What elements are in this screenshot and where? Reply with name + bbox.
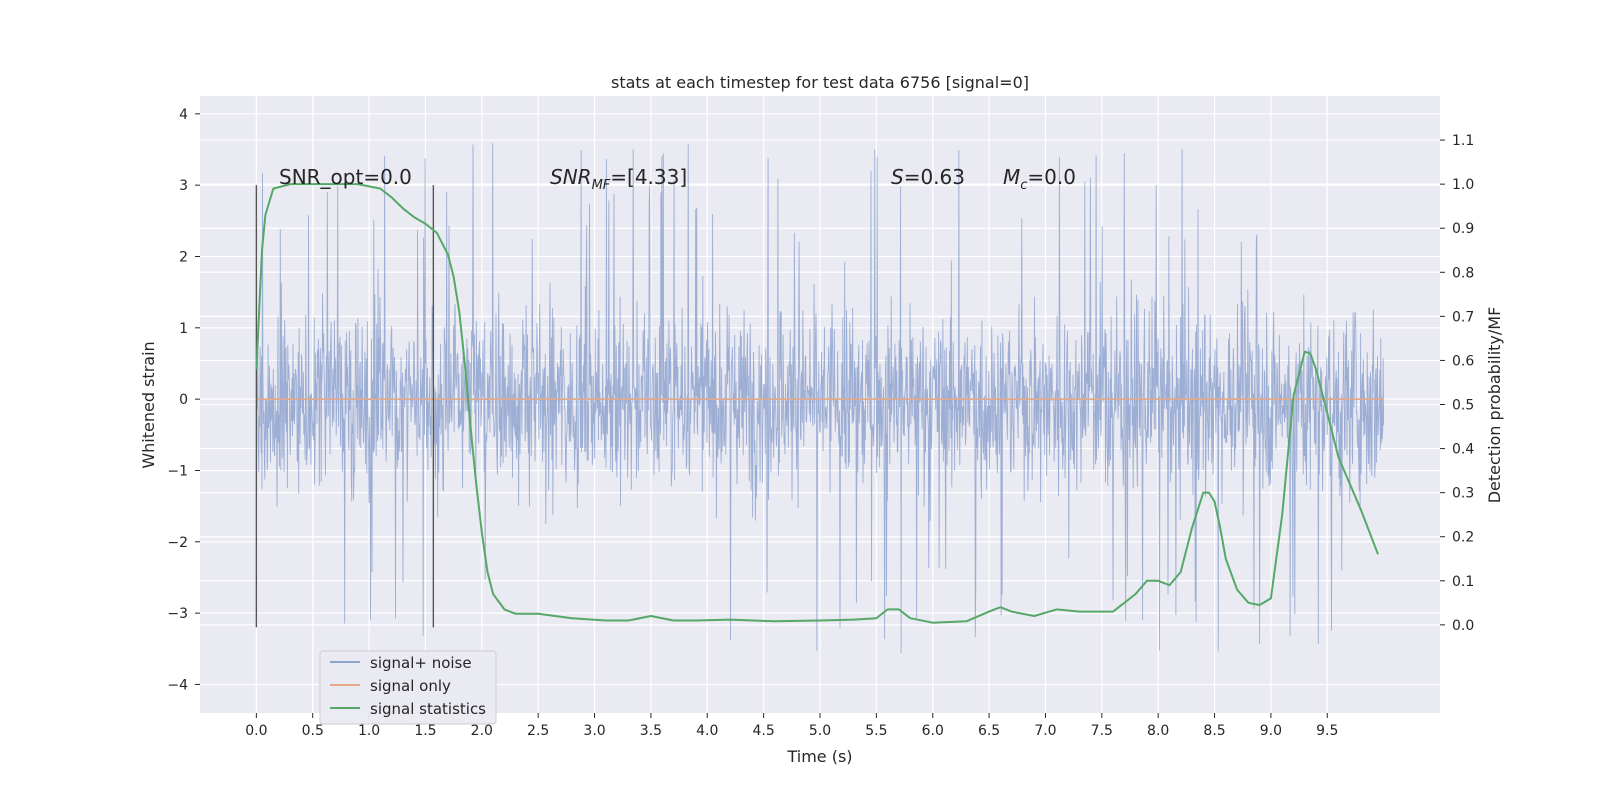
series-signal-statistics	[255, 183, 1379, 624]
y-tick-label-right: 0.1	[1452, 574, 1474, 590]
x-tick-label: 1.5	[414, 723, 436, 739]
legend-box	[319, 650, 497, 725]
x-tick-label: 5.5	[865, 723, 887, 739]
x-tick-label: 8.5	[1203, 723, 1225, 739]
x-tick-label: 9.0	[1260, 723, 1282, 739]
x-axis-label: Time (s)	[786, 747, 852, 766]
x-tick-label: 2.0	[471, 723, 493, 739]
x-tick-label: 8.0	[1147, 723, 1169, 739]
x-tick-label: 4.0	[696, 723, 718, 739]
legend-label-signal-noise: signal+ noise	[370, 654, 472, 672]
y-tick-label-left: −4	[167, 677, 188, 693]
y-tick-label-right: 0.6	[1452, 353, 1474, 369]
x-tick-label: 3.5	[640, 723, 662, 739]
y-tick-label-right: 0.2	[1452, 530, 1474, 546]
x-tick-label: 2.5	[527, 723, 549, 739]
y-tick-label-right: 0.9	[1452, 221, 1474, 237]
y-axis-label-right: Detection probability/MF	[1485, 307, 1504, 504]
y-tick-label-right: 0.8	[1452, 265, 1474, 281]
x-tick-label: 3.0	[583, 723, 605, 739]
signal-statistics-line	[255, 183, 1379, 624]
x-tick-label: 7.0	[1034, 723, 1056, 739]
y-tick-label-right: 0.5	[1452, 398, 1474, 414]
x-tick-label: 0.5	[302, 723, 324, 739]
legend-label-signal-only: signal only	[370, 677, 451, 695]
y-tick-label-right: 0.0	[1452, 618, 1474, 634]
y-tick-label-right: 1.1	[1452, 133, 1474, 149]
y-tick-label-left: 1	[179, 321, 188, 337]
x-tick-label: 6.0	[922, 723, 944, 739]
legend-label-signal-statistics: signal statistics	[370, 700, 486, 718]
legend: signal+ noise signal only signal statist…	[319, 650, 497, 725]
y-tick-label-left: 0	[179, 392, 188, 408]
annotation-snr-opt: SNR_opt=0.0	[279, 165, 412, 189]
signal-noise-line	[255, 143, 1385, 654]
y-tick-label-left: −3	[167, 606, 188, 622]
ticks: 0.0 0.5 1.0 1.5 2.0 2.5 3.0 3.5 4.0 4.5 5.0 5.5 6.0 6…	[167, 107, 1474, 739]
x-tick-label: 1.0	[358, 723, 380, 739]
window-markers	[255, 185, 435, 628]
annotation-s: S=0.63	[891, 165, 965, 189]
y-tick-label-left: 4	[179, 107, 188, 123]
y-tick-label-left: 2	[179, 249, 188, 265]
y-tick-label-left: −1	[167, 463, 188, 479]
y-tick-label-right: 0.4	[1452, 442, 1474, 458]
y-tick-label-right: 0.3	[1452, 486, 1474, 502]
y-tick-label-left: 3	[179, 178, 188, 194]
series-signal-noise	[255, 143, 1385, 654]
x-tick-label: 4.5	[753, 723, 775, 739]
x-tick-label: 0.0	[245, 723, 267, 739]
y-tick-label-right: 0.7	[1452, 309, 1474, 325]
chart-title: stats at each timestep for test data 675…	[611, 73, 1029, 92]
y-tick-label-left: −2	[167, 535, 188, 551]
x-tick-label: 5.0	[809, 723, 831, 739]
annotation-snr-mf: SNRMF=[4.33]	[550, 165, 687, 193]
y-axis-label-left: Whitened strain	[139, 341, 158, 468]
x-tick-label: 9.5	[1316, 723, 1338, 739]
annotation-mc: Mc=0.0	[1003, 165, 1076, 193]
x-tick-label: 7.5	[1091, 723, 1113, 739]
y-tick-label-right: 1.0	[1452, 177, 1474, 193]
x-tick-label: 6.5	[978, 723, 1000, 739]
